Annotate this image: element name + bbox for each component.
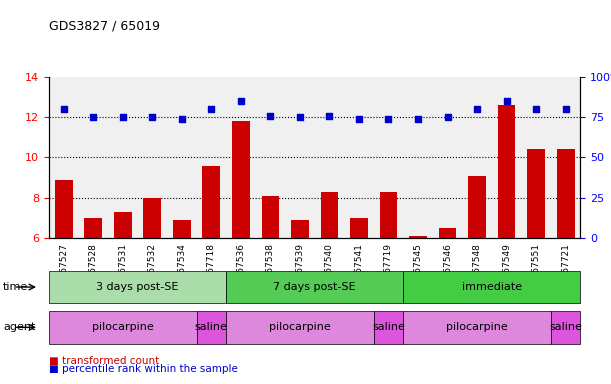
Text: ■ transformed count: ■ transformed count bbox=[49, 356, 159, 366]
Bar bbox=[557, 149, 574, 238]
Text: saline: saline bbox=[549, 322, 582, 333]
Text: pilocarpine: pilocarpine bbox=[446, 322, 508, 333]
Point bbox=[295, 114, 305, 120]
Point bbox=[442, 114, 452, 120]
Bar bbox=[321, 192, 338, 238]
Point bbox=[118, 114, 128, 120]
Bar bbox=[439, 228, 456, 238]
Point bbox=[88, 114, 98, 120]
Bar bbox=[114, 212, 131, 238]
Bar bbox=[350, 218, 368, 238]
Point bbox=[384, 116, 393, 122]
Point bbox=[413, 116, 423, 122]
Bar bbox=[291, 220, 309, 238]
Point bbox=[207, 106, 216, 112]
Text: pilocarpine: pilocarpine bbox=[92, 322, 153, 333]
Text: ■ percentile rank within the sample: ■ percentile rank within the sample bbox=[49, 364, 238, 374]
Bar bbox=[202, 166, 220, 238]
Bar bbox=[527, 149, 545, 238]
Point bbox=[531, 106, 541, 112]
Text: GDS3827 / 65019: GDS3827 / 65019 bbox=[49, 19, 160, 32]
Point bbox=[177, 116, 187, 122]
Point bbox=[472, 106, 482, 112]
Point bbox=[502, 98, 511, 104]
Bar bbox=[55, 180, 73, 238]
Text: 7 days post-SE: 7 days post-SE bbox=[273, 282, 356, 292]
Bar bbox=[232, 121, 250, 238]
Point bbox=[561, 106, 571, 112]
Bar bbox=[498, 105, 516, 238]
Bar bbox=[409, 236, 427, 238]
Text: time: time bbox=[3, 282, 28, 292]
Text: saline: saline bbox=[195, 322, 228, 333]
Point bbox=[324, 113, 334, 119]
Point bbox=[236, 98, 246, 104]
Bar bbox=[262, 196, 279, 238]
Text: saline: saline bbox=[372, 322, 405, 333]
Bar bbox=[173, 220, 191, 238]
Point bbox=[59, 106, 68, 112]
Text: immediate: immediate bbox=[462, 282, 522, 292]
Text: agent: agent bbox=[3, 322, 35, 333]
Bar bbox=[379, 192, 397, 238]
Text: pilocarpine: pilocarpine bbox=[269, 322, 331, 333]
Text: 3 days post-SE: 3 days post-SE bbox=[97, 282, 178, 292]
Point bbox=[354, 116, 364, 122]
Bar bbox=[84, 218, 102, 238]
Point bbox=[147, 114, 157, 120]
Bar bbox=[468, 175, 486, 238]
Point bbox=[265, 113, 275, 119]
Bar bbox=[144, 198, 161, 238]
